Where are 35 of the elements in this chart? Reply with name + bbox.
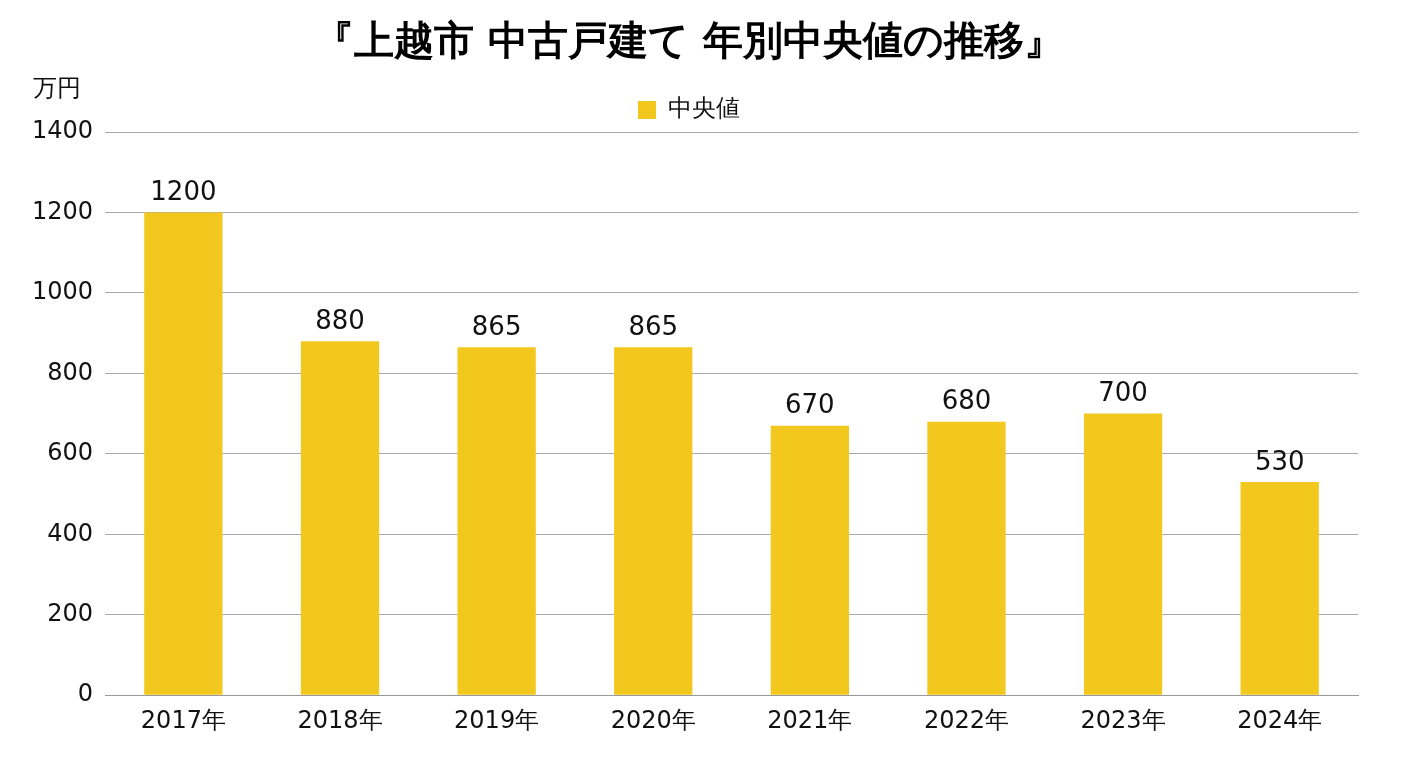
x-tick-label: 2023年 [1080,705,1166,734]
data-label: 1200 [150,176,217,207]
y-tick-label: 0 [77,679,94,708]
data-label: 530 [1254,445,1305,476]
bar [770,425,849,695]
bar [614,347,693,695]
bar [457,347,536,695]
data-label: 700 [1098,377,1148,408]
bar [300,341,380,695]
chart-title: 『上越市 中古戸建て 年別中央値の推移』 [314,17,1064,64]
y-axis-title: 万円 [32,74,81,103]
data-label: 670 [785,389,835,420]
bar [1083,413,1163,695]
legend-label: 中央値 [668,94,740,123]
x-tick-label: 2022年 [923,705,1009,734]
bar [1240,481,1319,695]
x-tick-label: 2017年 [140,705,226,734]
bar [927,421,1006,695]
y-tick-label: 1200 [32,196,94,225]
y-tick-label: 1000 [32,277,94,306]
data-label: 865 [628,310,679,341]
bar [144,212,223,695]
x-tick-label: 2024年 [1237,705,1323,734]
y-tick-label: 1400 [32,116,94,145]
x-tick-label: 2021年 [767,705,853,734]
data-label: 680 [941,385,992,416]
x-tick-label: 2018年 [297,705,383,734]
y-tick-label: 400 [47,518,94,547]
data-label: 865 [471,310,522,341]
y-tick-label: 600 [47,438,94,467]
data-label: 880 [315,304,365,335]
x-tick-label: 2020年 [610,705,696,734]
y-tick-label: 200 [47,598,94,627]
y-tick-label: 800 [47,357,94,386]
x-tick-label: 2019年 [454,705,540,734]
